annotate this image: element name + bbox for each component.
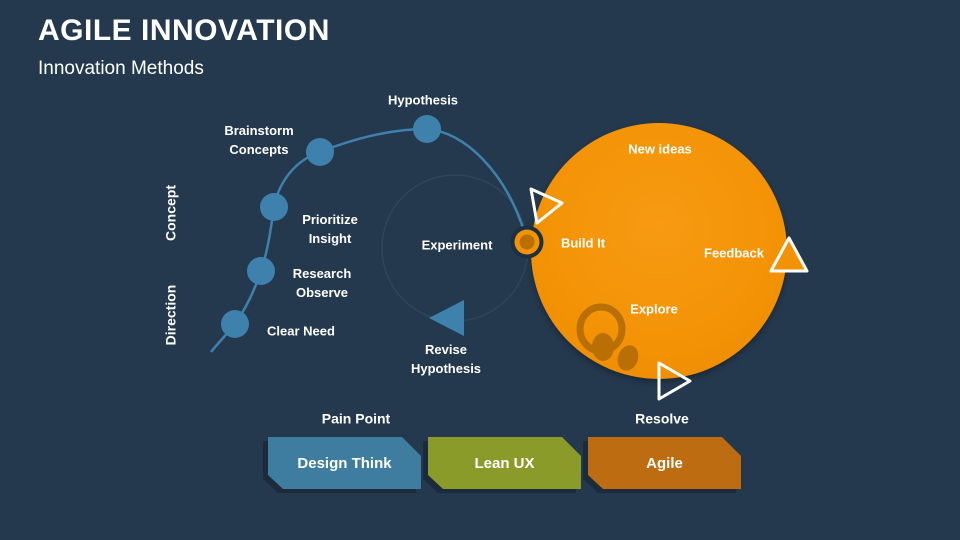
agile-loop-circle — [531, 123, 787, 379]
experiment-node-core — [519, 234, 535, 250]
page-subtitle: Innovation Methods — [38, 58, 204, 79]
resolve-arrow-icon — [657, 361, 692, 401]
build-arrow-icon — [529, 187, 564, 225]
label-hypothesis: Hypothesis — [387, 92, 459, 108]
label-line: Concepts — [229, 142, 289, 157]
label-experiment: Experiment — [421, 237, 493, 253]
axis-label-direction: Direction — [162, 284, 179, 346]
label-new-ideas: New ideas — [628, 141, 692, 157]
label-clear-need: Clear Need — [267, 323, 335, 339]
label-revise-hypothesis: Revise Hypothesis — [411, 340, 481, 378]
tag-design-think: Design Think — [268, 437, 421, 489]
label-line: Prioritize — [302, 212, 358, 227]
node-hypothesis — [413, 115, 441, 143]
label-brainstorm-concepts: Brainstorm Concepts — [224, 121, 293, 159]
explore-doodle-dot — [617, 345, 639, 371]
node-clear-need — [221, 310, 249, 338]
feedback-arrow-icon — [769, 236, 809, 273]
label-build-it: Build It — [560, 235, 606, 251]
revise-arrow-icon — [429, 300, 464, 336]
node-brainstorm-concepts — [306, 138, 334, 166]
label-line: Revise — [425, 342, 467, 357]
page-title: AGILE INNOVATION — [38, 14, 330, 47]
label-line: Hypothesis — [410, 361, 482, 376]
tag-label: Lean UX — [428, 437, 581, 489]
label-resolve: Resolve — [635, 410, 689, 427]
label-line: Research — [292, 266, 352, 281]
explore-doodle-dot — [592, 333, 614, 361]
label-line: Observe — [295, 285, 349, 300]
label-prioritize-insight: Prioritize Insight — [302, 210, 358, 248]
tag-agile: Agile — [588, 437, 741, 489]
tag-label: Design Think — [268, 437, 421, 489]
label-pain-point: Pain Point — [321, 410, 391, 427]
label-explore: Explore — [630, 301, 678, 317]
tag-label: Agile — [588, 437, 741, 489]
label-line: Brainstorm — [224, 123, 294, 138]
node-prioritize-insight — [260, 193, 288, 221]
label-research-observe: Research Observe — [293, 264, 352, 302]
node-research-observe — [247, 257, 275, 285]
label-feedback: Feedback — [704, 245, 764, 261]
tag-lean-ux: Lean UX — [428, 437, 581, 489]
axis-label-concept: Concept — [162, 185, 179, 241]
label-line: Insight — [308, 231, 352, 246]
